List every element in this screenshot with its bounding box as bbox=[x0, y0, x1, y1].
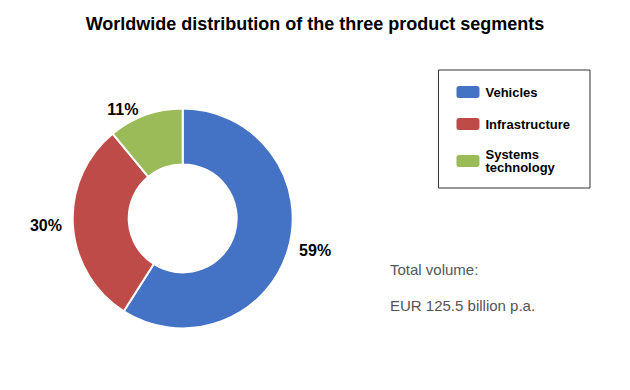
svg-text:Systems: Systems bbox=[485, 147, 539, 162]
svg-text:Total volume:: Total volume: bbox=[390, 261, 478, 278]
svg-text:11%: 11% bbox=[107, 101, 138, 118]
svg-text:Worldwide distribution of the: Worldwide distribution of the three prod… bbox=[86, 14, 545, 34]
svg-text:Vehicles: Vehicles bbox=[485, 85, 537, 100]
svg-text:30%: 30% bbox=[30, 217, 62, 234]
svg-text:Infrastructure: Infrastructure bbox=[485, 117, 570, 132]
svg-text:59%: 59% bbox=[299, 242, 331, 259]
svg-text:EUR 125.5 billion p.a.: EUR 125.5 billion p.a. bbox=[390, 297, 535, 314]
svg-text:technology: technology bbox=[485, 160, 555, 175]
